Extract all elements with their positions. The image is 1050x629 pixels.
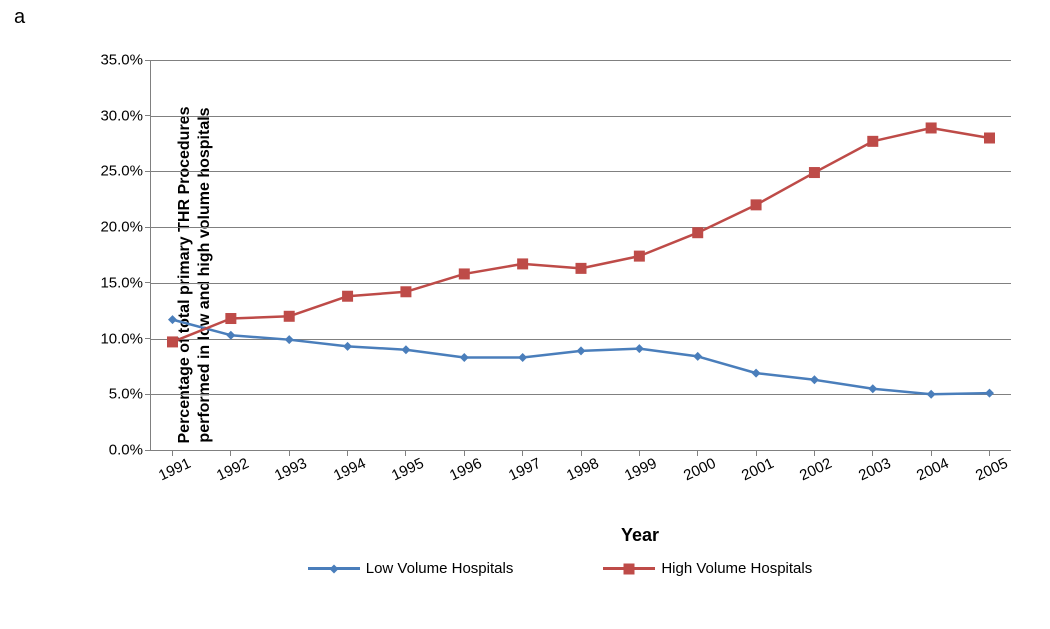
- data-marker: [342, 291, 353, 302]
- data-marker: [459, 268, 470, 279]
- x-tick-label: 1992: [210, 446, 252, 485]
- x-tick-label: 2002: [793, 446, 835, 485]
- y-tick-label: 0.0%: [109, 442, 151, 459]
- data-marker: [926, 122, 937, 133]
- data-marker: [225, 313, 236, 324]
- y-tick-label: 10.0%: [100, 330, 151, 347]
- legend-label: Low Volume Hospitals: [366, 560, 514, 577]
- y-tick-label: 5.0%: [109, 386, 151, 403]
- legend: Low Volume Hospitals High Volume Hospital…: [210, 560, 910, 577]
- x-tick-label: 1998: [560, 446, 602, 485]
- y-tick-label: 15.0%: [100, 274, 151, 291]
- legend-marker-icon: [329, 564, 338, 573]
- legend-item: High Volume Hospitals: [603, 560, 812, 577]
- data-marker: [517, 258, 528, 269]
- x-tick-label: 2005: [968, 446, 1010, 485]
- legend-swatch: [308, 567, 360, 570]
- data-marker: [809, 167, 820, 178]
- data-marker: [751, 199, 762, 210]
- data-marker: [167, 336, 178, 347]
- series-line: [151, 60, 1011, 450]
- x-tick-label: 1995: [385, 446, 427, 485]
- x-tick-label: 1997: [501, 446, 543, 485]
- line-chart: Percentage of total primary THR Procedur…: [30, 40, 1030, 600]
- data-marker: [984, 133, 995, 144]
- x-tick-label: 2004: [910, 446, 952, 485]
- legend-swatch: [603, 567, 655, 570]
- x-tick-label: 2003: [852, 446, 894, 485]
- panel-label: a: [14, 6, 25, 29]
- data-marker: [634, 251, 645, 262]
- data-marker: [692, 227, 703, 238]
- data-marker: [400, 286, 411, 297]
- data-marker: [576, 263, 587, 274]
- x-tick-label: 1996: [443, 446, 485, 485]
- legend-item: Low Volume Hospitals: [308, 560, 514, 577]
- data-marker: [284, 311, 295, 322]
- x-tick-label: 1994: [326, 446, 368, 485]
- x-axis-title: Year: [590, 525, 690, 546]
- x-tick-label: 1999: [618, 446, 660, 485]
- legend-label: High Volume Hospitals: [661, 560, 812, 577]
- y-tick-label: 25.0%: [100, 163, 151, 180]
- x-tick-label: 2001: [735, 446, 777, 485]
- plot-area: 0.0%5.0%10.0%15.0%20.0%25.0%30.0%35.0%19…: [150, 60, 1011, 451]
- data-marker: [867, 136, 878, 147]
- y-tick-label: 30.0%: [100, 107, 151, 124]
- legend-marker-icon: [624, 563, 635, 574]
- x-tick-label: 1993: [268, 446, 310, 485]
- y-tick-label: 35.0%: [100, 52, 151, 69]
- y-tick-label: 20.0%: [100, 219, 151, 236]
- x-tick-label: 2000: [677, 446, 719, 485]
